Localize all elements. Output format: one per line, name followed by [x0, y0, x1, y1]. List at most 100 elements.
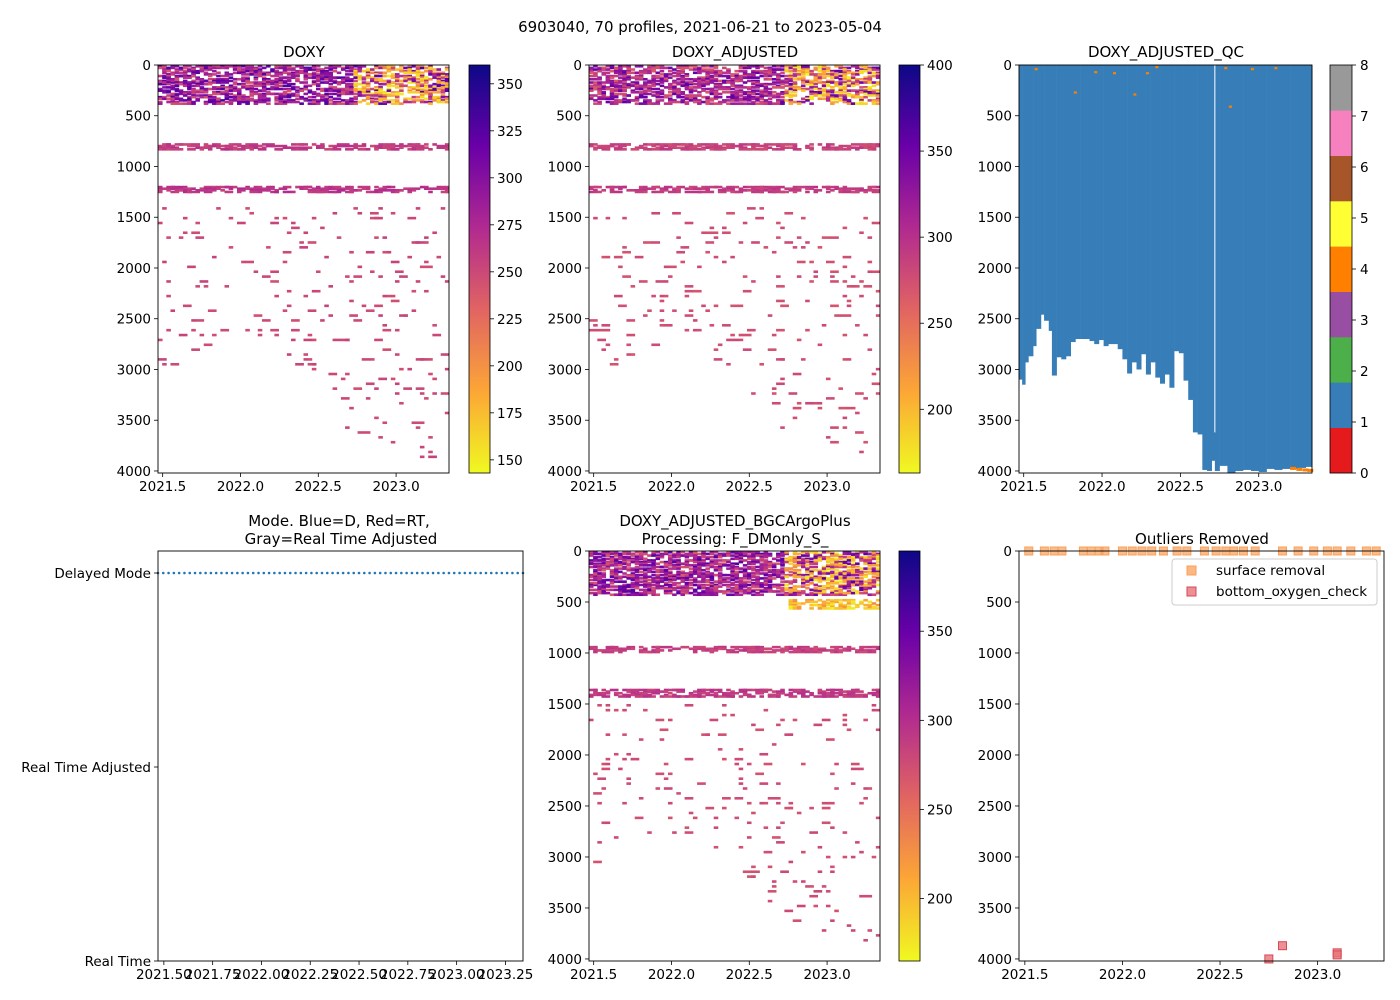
bgc-cell [734, 647, 740, 651]
bgc-cell [597, 649, 602, 652]
doxy-adjusted-cell [663, 77, 669, 81]
doxy-adjusted-cell [755, 86, 760, 89]
doxy-cell [182, 73, 188, 76]
doxy-adjusted-cell [697, 68, 702, 71]
bgc-cell [684, 831, 694, 834]
bgc-cell [663, 777, 669, 781]
bgc-cell [726, 554, 731, 557]
doxy-cell [440, 79, 446, 83]
bgc-cell [825, 572, 835, 575]
bgc-cell [846, 691, 852, 695]
bgc-cell [784, 693, 794, 697]
bgc-cell [613, 551, 619, 554]
doxy-cell [253, 81, 259, 84]
bgc-cell [834, 559, 839, 562]
doxy-adjusted-cell [618, 99, 627, 102]
bgc-cell [751, 647, 756, 651]
doxy-cell [266, 187, 271, 190]
bgc-cell [705, 590, 715, 593]
doxy-cell [336, 82, 342, 86]
doxy-adjusted-cell [622, 148, 627, 151]
qc-colorbar-segment [1330, 155, 1352, 202]
doxy-cell [311, 81, 317, 84]
doxy-adjusted-cell [697, 71, 702, 75]
bgc-cell [722, 645, 727, 649]
doxy-cell [374, 190, 379, 194]
doxy-cell [199, 146, 205, 149]
bgc-cell [825, 649, 831, 652]
doxy-adjusted-cell [705, 73, 710, 76]
bgc-cell [659, 580, 665, 583]
doxy-cell [332, 100, 342, 104]
bgc-cell [859, 650, 864, 654]
doxy-adjusted-cell [821, 68, 827, 71]
bgc-cell [626, 588, 631, 592]
doxy-cell [382, 66, 388, 70]
doxy-adjusted-cell [759, 89, 764, 92]
bgc-cell [688, 552, 694, 556]
bgc-cell [647, 586, 652, 590]
bgc-cell [830, 650, 835, 654]
bgc-cell [805, 885, 810, 888]
mode-point [251, 571, 255, 575]
doxy-cell [266, 185, 271, 189]
doxy-adjusted-cell [859, 146, 864, 149]
doxy-adjusted-cell [738, 79, 744, 83]
bgc-cell [771, 564, 777, 567]
doxy-adjusted-cell [751, 143, 760, 146]
doxy-cell [436, 97, 442, 101]
doxy-cell [303, 87, 309, 91]
doxy-cell [357, 431, 363, 434]
bgc-cell [667, 718, 673, 722]
doxy-cell [191, 319, 196, 322]
doxy-cell [182, 92, 188, 96]
bgc-cell [863, 695, 868, 698]
bgc-cell [684, 583, 690, 587]
doxy-cell [374, 74, 383, 78]
doxy-adjusted-cell [713, 74, 719, 78]
bgc-cell [622, 693, 627, 697]
bgc-cell [688, 757, 694, 761]
doxy-cell [407, 189, 412, 192]
doxy-adjusted-cell [767, 74, 773, 78]
doxy-cell [370, 211, 379, 215]
bgc-cell [742, 588, 752, 592]
doxy-cell [428, 450, 433, 454]
doxy-adjusted-cell [672, 81, 681, 84]
bgc-cell [655, 649, 661, 652]
doxy-cell [270, 187, 275, 190]
doxy-adjusted-cell [767, 69, 777, 73]
bgc-cell [738, 583, 744, 587]
bgc-cell [593, 577, 602, 580]
bgc-cell [601, 564, 607, 567]
bgc-cell [763, 583, 769, 587]
bgc-cell [663, 591, 669, 595]
bgc-cell [788, 588, 794, 592]
doxy-adjusted-cell [763, 99, 769, 102]
qc-colorbar-segment [1330, 337, 1352, 383]
doxy-cell [324, 102, 329, 105]
doxy-adjusted-cell [796, 102, 802, 105]
bgc-cell [717, 565, 723, 569]
doxy-adjusted-cell [809, 92, 814, 96]
doxy-cell [374, 102, 379, 105]
doxy-adjusted-cell [805, 401, 814, 405]
doxy-cell [444, 100, 449, 104]
doxy-adjusted-cell [855, 79, 860, 83]
doxy-cell [374, 416, 379, 420]
doxy-adjusted-xtick-label: 2023.0 [803, 479, 850, 495]
doxy-adjusted-cell [817, 406, 823, 410]
doxy-cell [415, 280, 421, 283]
bgc-cell [651, 590, 656, 593]
doxy-adjusted-cell [875, 76, 880, 79]
bgc-cell [701, 688, 706, 692]
doxy-adjusted-cell [788, 392, 798, 395]
doxy-adjusted-cell [651, 90, 656, 94]
bgc-cell [838, 605, 843, 609]
bgc-cell [830, 575, 835, 579]
doxy-cell [228, 143, 234, 146]
doxy-cell [419, 265, 429, 269]
bgc-cell [730, 590, 735, 593]
doxy-adjusted-cell [780, 99, 785, 102]
bgc-cell [680, 573, 686, 577]
